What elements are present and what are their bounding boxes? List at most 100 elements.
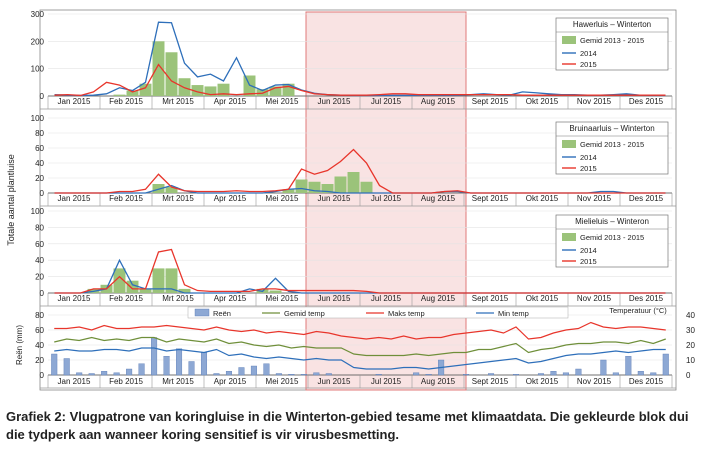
bar-gemid [217,83,230,96]
rain-bar [63,358,70,376]
y-right-tick-label: 40 [686,311,695,320]
bar-gemid [113,268,126,293]
rain-bar [625,356,632,376]
y-axis-label: Totale aantal plantluise [6,154,16,246]
x-tick-label: Jun 2015 [318,194,351,203]
bar-gemid [126,90,139,96]
panel-title: Mielieluis – Winteron [575,217,649,226]
y-tick-label: 60 [35,144,44,153]
series-2015-line [54,148,666,194]
x-tick-label: Des 2015 [629,97,664,106]
x-tick-label: Nov 2015 [577,97,612,106]
x-tick-label: Feb 2015 [109,194,143,203]
rain-bar [313,372,320,376]
rain-bar [163,356,170,376]
rain-bar [488,373,495,376]
rain-bar [188,361,195,376]
rain-bar [138,363,145,376]
bar-gemid [165,52,178,96]
rain-bar [425,374,432,376]
panel-title: Hawerluis – Winterton [573,20,651,29]
y-tick-label: 200 [31,37,45,46]
x-tick-label: Apr 2015 [214,97,247,106]
y-tick-label: 20 [35,273,44,282]
rain-bar [101,371,108,376]
rain-bar [375,374,382,376]
rain-bar [51,353,58,376]
y-tick-label: 80 [35,129,44,138]
bar-gemid [165,268,178,293]
x-tick-label: Mei 2015 [266,294,299,303]
rain-bar [275,373,282,376]
bar-gemid [126,280,139,293]
y-tick-label: 0 [40,371,45,380]
rain-bar [300,374,307,376]
y-tick-label: 40 [35,159,44,168]
rain-bar [76,372,83,376]
x-tick-label: Mrt 2015 [162,294,194,303]
x-tick-label: Mrt 2015 [162,377,194,386]
rain-bar [113,372,120,376]
legend-label: Gemid 2013 - 2015 [580,36,644,45]
bar-gemid [282,189,295,193]
x-tick-label: Mei 2015 [266,97,299,106]
bar-gemid [321,184,334,193]
rain-bar [650,372,657,376]
x-tick-label: Jul 2015 [371,377,402,386]
rain-bar [288,374,295,376]
x-tick-label: Feb 2015 [109,97,143,106]
maks-temp-line [54,321,666,340]
legend-label: Gemid 2013 - 2015 [580,140,644,149]
x-tick-label: Okt 2015 [526,194,559,203]
y-tick-label: 20 [35,174,44,183]
x-tick-label: Jan 2015 [58,377,91,386]
legend-label: 2015 [580,257,597,266]
x-tick-label: Jul 2015 [371,97,402,106]
x-tick-label: Mei 2015 [266,194,299,203]
y-tick-label: 60 [35,326,44,335]
y-tick-label: 100 [31,114,45,123]
x-tick-label: Mrt 2015 [162,97,194,106]
gemid-temp-line [54,336,666,357]
rain-bar [575,368,582,376]
x-tick-label: Nov 2015 [577,377,612,386]
virus-sensitive-period-highlight [305,11,467,391]
x-tick-label: Jan 2015 [58,194,91,203]
rain-bar [612,372,619,376]
x-tick-label: Jun 2015 [318,97,351,106]
x-tick-label: Sept 2015 [472,377,509,386]
x-tick-label: Jul 2015 [371,194,402,203]
rain-bar [225,371,232,376]
y-tick-label: 0 [40,189,45,198]
legend-label: 2014 [580,246,597,255]
x-tick-label: Des 2015 [629,294,664,303]
x-tick-label: Sept 2015 [472,194,509,203]
y-tick-label: 300 [31,10,45,19]
x-tick-label: Jun 2015 [318,294,351,303]
bar-gemid [269,86,282,96]
legend-swatch-rain [194,308,210,317]
rain-bar [537,373,544,376]
rain-bar [88,373,95,376]
legend-label: Reën [213,309,231,318]
legend-label: Gemid 2013 - 2015 [580,233,644,242]
bar-gemid [152,184,165,193]
y-right-tick-label: 20 [686,341,695,350]
bar-gemid [178,288,191,293]
y-right-tick-label: 10 [686,356,695,365]
series-2015-line [54,63,666,97]
legend-label: Gemid temp [284,309,325,318]
bar-gemid [152,268,165,293]
y-right-tick-label: 30 [686,326,695,335]
legend-swatch-gemid [562,36,576,44]
bar-gemid [282,83,295,96]
x-tick-label: Nov 2015 [577,294,612,303]
bar-gemid [139,288,152,293]
y-tick-label: 60 [35,240,44,249]
rain-bar [463,374,470,376]
x-tick-label: Aug 2015 [421,294,456,303]
x-tick-label: Apr 2015 [214,194,247,203]
bar-gemid [308,181,321,193]
x-tick-label: Apr 2015 [214,294,247,303]
